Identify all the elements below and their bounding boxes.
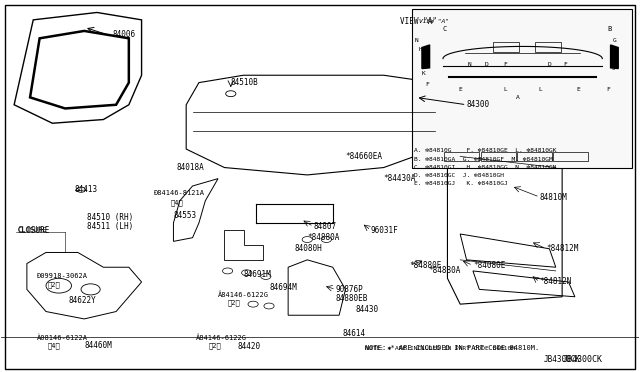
Bar (444, 152, 479, 161)
Bar (517, 152, 552, 161)
Text: F: F (606, 87, 610, 92)
Text: （4）: （4） (48, 342, 61, 349)
Text: *84880A: *84880A (428, 266, 461, 275)
Text: CLOSURE: CLOSURE (17, 227, 47, 233)
Text: （2）: （2） (228, 300, 241, 307)
Text: NOTE: ✱ ARE INCLUDED IN PART CODE 84810M.: NOTE: ✱ ARE INCLUDED IN PART CODE 84810M… (365, 346, 518, 351)
Text: 84420: 84420 (237, 342, 260, 351)
Text: 84018A: 84018A (177, 163, 204, 172)
Text: VIEW "A": VIEW "A" (400, 17, 437, 26)
Text: 84694M: 84694M (269, 283, 297, 292)
Text: À08146-6122A: À08146-6122A (36, 334, 88, 341)
Text: L: L (503, 87, 507, 92)
Text: *84812N: *84812N (540, 278, 572, 286)
Text: E. ❇84810GJ   K. ❇84810GJ: E. ❇84810GJ K. ❇84810GJ (414, 181, 508, 186)
Bar (481, 152, 516, 161)
Text: Ð84146-8121A: Ð84146-8121A (154, 190, 205, 196)
Text: 84880EB: 84880EB (336, 294, 368, 303)
Text: 84614: 84614 (342, 329, 365, 338)
Text: *84812M: *84812M (546, 244, 579, 253)
Text: E: E (458, 87, 462, 92)
Text: D: D (485, 62, 489, 67)
Text: 84300: 84300 (467, 100, 490, 109)
Text: *84660EA: *84660EA (346, 152, 383, 161)
FancyBboxPatch shape (412, 9, 632, 167)
Bar (553, 152, 588, 161)
Text: L: L (538, 87, 541, 92)
Text: （2）: （2） (209, 342, 221, 349)
Text: 84006: 84006 (113, 30, 136, 39)
Text: （4）: （4） (170, 199, 183, 206)
Text: G: G (613, 38, 617, 44)
Polygon shape (611, 45, 618, 68)
Text: （2）: （2） (48, 281, 61, 288)
Text: 84413: 84413 (75, 185, 98, 194)
Text: B. ❇84810GA  G. ❇84810GF  M. ❇84810GM: B. ❇84810GA G. ❇84810GF M. ❇84810GM (414, 157, 553, 161)
Text: JB4300CK: JB4300CK (562, 355, 602, 364)
Text: F: F (563, 62, 567, 67)
Text: *84430A: *84430A (384, 174, 416, 183)
Text: A: A (516, 95, 520, 100)
Text: NOTE: * ARE INCLUDED IN PART CODE 84810M.: NOTE: * ARE INCLUDED IN PART CODE 84810M… (365, 346, 539, 352)
Text: F: F (423, 54, 427, 59)
Text: Â84146-6122G: Â84146-6122G (196, 334, 247, 341)
Text: 84511 (LH): 84511 (LH) (88, 222, 134, 231)
Text: D: D (548, 62, 551, 67)
Text: 96031F: 96031F (371, 226, 399, 235)
Text: A. ❇84810G    F. ❇84810GE  L. ❇84810GK: A. ❇84810G F. ❇84810GE L. ❇84810GK (414, 148, 557, 153)
Text: Ð09918-3062A: Ð09918-3062A (36, 273, 88, 279)
Text: D. ❇84810GC  J. ❇84810GH: D. ❇84810GC J. ❇84810GH (414, 173, 504, 178)
Text: 84691M: 84691M (244, 270, 271, 279)
Bar (536, 42, 561, 52)
Text: 84510B: 84510B (231, 78, 259, 87)
Bar (493, 42, 519, 52)
Text: 84553: 84553 (173, 211, 196, 220)
Text: 84622Y: 84622Y (68, 296, 96, 305)
Text: 84510 (RH): 84510 (RH) (88, 213, 134, 222)
Text: N: N (415, 38, 419, 43)
Text: F: F (503, 62, 507, 67)
Text: C. ❇84810GI   H. ❇84810GG  N. ❇84810GN: C. ❇84810GI H. ❇84810GG N. ❇84810GN (414, 165, 557, 170)
Text: B: B (608, 26, 612, 32)
Text: JB4300CK: JB4300CK (543, 355, 580, 364)
Text: 84460M: 84460M (84, 341, 112, 350)
Text: K: K (421, 71, 425, 76)
Polygon shape (422, 45, 429, 68)
Text: *84080E: *84080E (473, 261, 506, 270)
Text: 84430: 84430 (355, 305, 378, 314)
Text: C: C (442, 26, 446, 32)
Text: *84880A: *84880A (307, 233, 340, 242)
Text: F: F (425, 82, 429, 87)
Text: N: N (468, 62, 472, 67)
Text: *84880E: *84880E (409, 261, 442, 270)
Text: CLOSURE: CLOSURE (17, 226, 50, 235)
Text: J: J (611, 66, 615, 71)
Text: VIEW "A": VIEW "A" (419, 19, 449, 24)
Text: F: F (423, 62, 427, 67)
Text: E: E (576, 87, 580, 92)
Text: 84080H: 84080H (294, 244, 323, 253)
Text: H: H (419, 47, 422, 52)
Text: F: F (611, 47, 615, 52)
Text: Â84146-6122G: Â84146-6122G (218, 292, 269, 298)
Text: 84807: 84807 (314, 222, 337, 231)
Text: 84810M: 84810M (540, 193, 568, 202)
Text: 90876P: 90876P (336, 285, 364, 294)
